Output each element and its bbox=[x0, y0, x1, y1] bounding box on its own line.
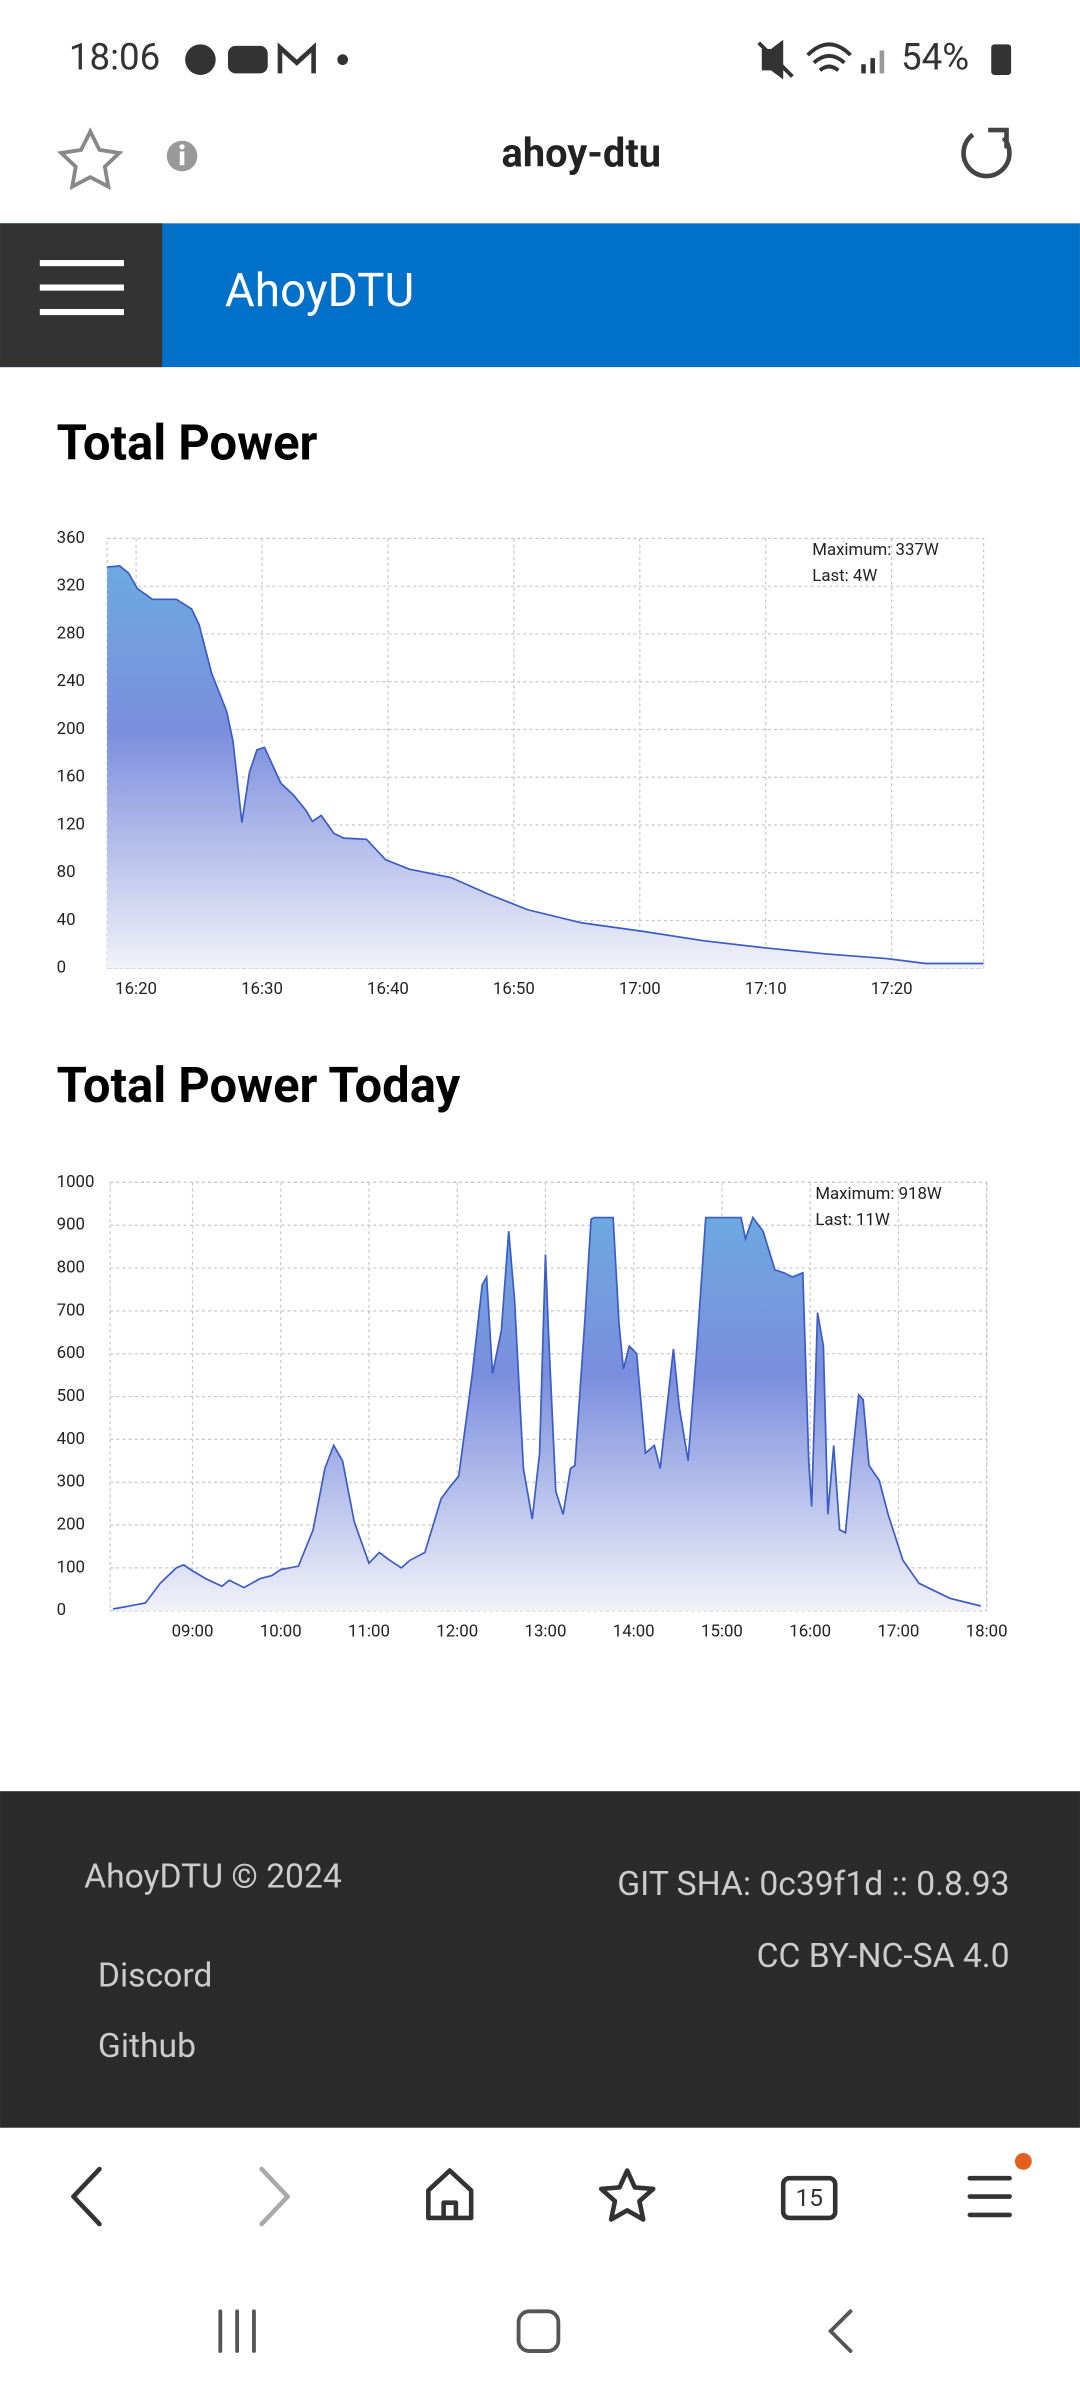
recent-apps-button[interactable] bbox=[218, 2309, 256, 2353]
menu-button[interactable] bbox=[0, 223, 163, 368]
annotation: Maximum: 918W bbox=[815, 1184, 942, 1204]
chart-title: Total Power bbox=[57, 415, 318, 472]
home-nav-button[interactable] bbox=[516, 2309, 561, 2353]
y-tick-label: 700 bbox=[57, 1300, 85, 1320]
x-tick-label: 16:30 bbox=[241, 979, 283, 999]
y-tick-label: 900 bbox=[57, 1215, 85, 1235]
y-tick-label: 0 bbox=[57, 1600, 66, 1620]
chart-title: Total Power Today bbox=[57, 1057, 461, 1114]
x-tick-label: 17:10 bbox=[745, 979, 787, 999]
y-tick-label: 400 bbox=[57, 1429, 85, 1449]
tabs-button[interactable] bbox=[780, 2175, 838, 2221]
y-tick-label: 100 bbox=[57, 1557, 85, 1577]
x-tick-label: 13:00 bbox=[525, 1622, 567, 1642]
y-tick-label: 280 bbox=[57, 623, 85, 643]
header-title: AhoyDTU bbox=[225, 264, 414, 318]
footer-copyright: AhoyDTU © 2024 bbox=[84, 1857, 342, 1896]
x-tick-label: 12:00 bbox=[436, 1622, 478, 1642]
y-tick-label: 200 bbox=[57, 1514, 85, 1534]
y-tick-label: 240 bbox=[57, 671, 85, 691]
browser-menu-button[interactable] bbox=[967, 2175, 1012, 2218]
x-tick-label: 17:00 bbox=[877, 1622, 919, 1642]
y-tick-label: 1000 bbox=[57, 1172, 95, 1192]
line bbox=[107, 565, 984, 965]
menu-badge bbox=[1014, 2152, 1032, 2170]
home-button[interactable] bbox=[426, 2168, 474, 2221]
footer-link[interactable]: Github bbox=[98, 2027, 196, 2066]
bookmark-button[interactable] bbox=[57, 127, 124, 191]
x-tick-label: 17:00 bbox=[619, 979, 661, 999]
battery-level: 54% bbox=[901, 35, 969, 78]
line bbox=[112, 1215, 981, 1610]
x-tick-label: 09:00 bbox=[172, 1622, 214, 1642]
y-tick-label: 300 bbox=[57, 1472, 85, 1492]
x-tick-label: 14:00 bbox=[613, 1622, 655, 1642]
y-tick-label: 800 bbox=[57, 1258, 85, 1278]
forward-button[interactable] bbox=[259, 2166, 290, 2227]
x-tick-label: 15:00 bbox=[701, 1622, 743, 1642]
y-tick-label: 600 bbox=[57, 1343, 85, 1363]
bookmarks-button[interactable] bbox=[598, 2168, 656, 2222]
tab-count: 15 bbox=[795, 2183, 823, 2212]
annotation: Maximum: 337W bbox=[812, 540, 939, 560]
reload-button[interactable] bbox=[961, 127, 1012, 179]
y-tick-label: 200 bbox=[57, 719, 85, 739]
notification-icons bbox=[185, 42, 349, 75]
footer-link[interactable]: Discord bbox=[98, 1957, 212, 1996]
x-tick-label: 17:20 bbox=[871, 979, 913, 999]
annotation: Last: 4W bbox=[812, 566, 877, 586]
area bbox=[107, 565, 984, 969]
header-bar bbox=[0, 223, 1080, 368]
page-title: ahoy-dtu bbox=[502, 130, 662, 177]
y-tick-label: 160 bbox=[57, 767, 85, 787]
y-tick-label: 80 bbox=[57, 862, 76, 882]
x-tick-label: 16:20 bbox=[115, 979, 157, 999]
x-tick-label: 16:00 bbox=[789, 1622, 831, 1642]
y-tick-label: 320 bbox=[57, 576, 85, 596]
annotation: Last: 11W bbox=[815, 1210, 890, 1230]
system-icons bbox=[757, 39, 1012, 80]
back-button[interactable] bbox=[71, 2166, 102, 2227]
charts: Total Power 0 40 80 120 160 200 240 280 320 360 16:… bbox=[57, 415, 1008, 1642]
back-nav-button[interactable] bbox=[827, 2309, 853, 2353]
x-tick-label: 10:00 bbox=[260, 1622, 302, 1642]
y-tick-label: 0 bbox=[57, 958, 66, 978]
footer bbox=[0, 1791, 1080, 2128]
site-info-button[interactable] bbox=[166, 140, 198, 172]
area bbox=[113, 1217, 981, 1611]
x-tick-label: 16:40 bbox=[367, 979, 409, 999]
y-tick-label: 40 bbox=[57, 910, 76, 930]
footer-version: GIT SHA: 0c39f1d :: 0.8.93 bbox=[617, 1865, 1009, 1904]
y-tick-label: 500 bbox=[57, 1386, 85, 1406]
x-tick-label: 18:00 bbox=[966, 1622, 1008, 1642]
y-tick-label: 360 bbox=[57, 528, 85, 548]
y-tick-label: 120 bbox=[57, 814, 85, 834]
footer-license: CC BY-NC-SA 4.0 bbox=[757, 1937, 1010, 1976]
status-time: 18:06 bbox=[69, 35, 160, 78]
x-tick-label: 11:00 bbox=[348, 1622, 390, 1642]
x-tick-label: 16:50 bbox=[493, 979, 535, 999]
